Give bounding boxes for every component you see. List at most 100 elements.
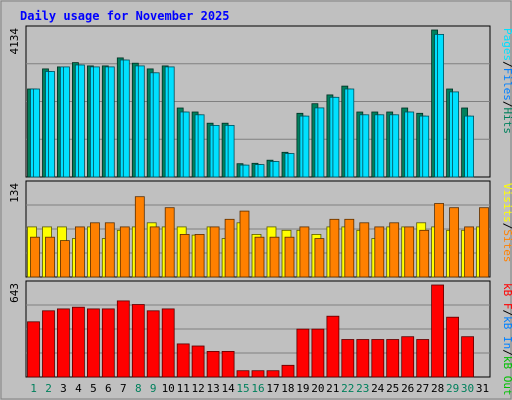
bar-sites bbox=[329, 218, 340, 278]
bar-pages bbox=[287, 153, 295, 178]
legend-item: Hits bbox=[501, 108, 512, 135]
bar-sites bbox=[209, 226, 220, 278]
x-tick-label: 4 bbox=[75, 382, 82, 395]
bar-kb-f bbox=[341, 339, 355, 378]
bar-pages bbox=[78, 64, 85, 178]
bar-kb-f bbox=[176, 343, 190, 378]
bar-sites bbox=[104, 222, 115, 278]
legend: Pages/Files/Hits bbox=[501, 28, 512, 134]
bar-sites bbox=[179, 233, 190, 278]
bar-kb-f bbox=[87, 308, 100, 378]
bar-pages bbox=[317, 107, 325, 178]
x-tick-label: 18 bbox=[281, 382, 294, 395]
bar-kb-f bbox=[146, 310, 160, 378]
bar-sites bbox=[299, 226, 310, 278]
y-max-label: 643 bbox=[8, 283, 21, 303]
bar-sites bbox=[449, 207, 460, 278]
x-tick-label: 17 bbox=[266, 382, 279, 395]
bar-pages bbox=[392, 114, 400, 178]
bar-kb-f bbox=[131, 304, 145, 378]
bar-sites bbox=[45, 236, 55, 278]
bar-pages bbox=[272, 161, 280, 178]
x-tick-label: 24 bbox=[371, 382, 385, 395]
bar-pages bbox=[422, 115, 430, 178]
x-tick-label: 1 bbox=[30, 382, 37, 395]
bar-pages bbox=[377, 114, 385, 178]
bar-kb-f bbox=[461, 336, 475, 378]
legend-item: kB F bbox=[501, 283, 512, 310]
bar-kb-f bbox=[356, 339, 370, 378]
x-tick-label: 26 bbox=[401, 382, 414, 395]
x-tick-label: 14 bbox=[221, 382, 235, 395]
bar-sites bbox=[194, 233, 205, 278]
bar-pages bbox=[93, 66, 100, 178]
x-tick-label: 5 bbox=[90, 382, 97, 395]
bar-pages bbox=[332, 96, 340, 178]
bar-sites bbox=[224, 218, 235, 278]
legend-item: Sites bbox=[501, 229, 512, 262]
x-tick-label: 11 bbox=[177, 382, 190, 395]
bar-sites bbox=[434, 203, 445, 278]
legend: Visits/Sites bbox=[501, 183, 512, 263]
bar-sites bbox=[419, 229, 430, 278]
x-tick-label: 29 bbox=[446, 382, 459, 395]
bar-sites bbox=[30, 236, 40, 278]
x-tick-label: 27 bbox=[416, 382, 429, 395]
bar-sites bbox=[90, 222, 100, 278]
bar-sites bbox=[374, 226, 385, 278]
bar-sites bbox=[404, 226, 415, 278]
bar-pages bbox=[48, 71, 55, 178]
bar-pages bbox=[167, 66, 175, 178]
bar-kb-f bbox=[266, 370, 280, 378]
legend-item: / bbox=[501, 101, 512, 108]
x-tick-label: 12 bbox=[191, 382, 204, 395]
bar-kb-f bbox=[42, 310, 55, 378]
bar-pages bbox=[63, 66, 70, 178]
bar-kb-f bbox=[416, 339, 430, 378]
bar-kb-f bbox=[281, 364, 295, 378]
bar-sites bbox=[75, 226, 85, 278]
x-tick-label: 9 bbox=[150, 382, 157, 395]
bar-kb-f bbox=[401, 336, 415, 378]
bar-pages bbox=[212, 125, 220, 178]
x-tick-label: 22 bbox=[341, 382, 354, 395]
bar-kb-f bbox=[431, 284, 445, 378]
x-tick-label: 21 bbox=[326, 382, 339, 395]
bar-kb-f bbox=[221, 350, 235, 378]
bar-kb-f bbox=[326, 315, 340, 378]
bar-sites bbox=[269, 236, 280, 278]
y-max-label: 134 bbox=[8, 183, 21, 203]
x-tick-label: 16 bbox=[251, 382, 264, 395]
bar-kb-f bbox=[101, 308, 115, 378]
bar-pages bbox=[107, 66, 115, 178]
bar-sites bbox=[254, 236, 265, 278]
bar-kb-f bbox=[371, 339, 385, 378]
x-tick-label: 6 bbox=[105, 382, 112, 395]
bar-kb-f bbox=[161, 308, 175, 378]
x-tick-label: 31 bbox=[476, 382, 489, 395]
bar-pages bbox=[227, 125, 235, 178]
bar-sites bbox=[314, 238, 325, 278]
x-tick-label: 7 bbox=[120, 382, 127, 395]
x-tick-label: 10 bbox=[162, 382, 175, 395]
bar-sites bbox=[60, 240, 70, 278]
bar-pages bbox=[302, 115, 310, 178]
bar-sites bbox=[149, 226, 160, 278]
bar-kb-f bbox=[191, 345, 205, 378]
bar-sites bbox=[134, 196, 145, 278]
bar-pages bbox=[137, 65, 145, 178]
x-tick-label: 20 bbox=[311, 382, 324, 395]
bar-kb-f bbox=[116, 300, 130, 378]
x-tick-label: 8 bbox=[135, 382, 142, 395]
bar-kb-f bbox=[206, 350, 220, 378]
bar-pages bbox=[33, 88, 40, 178]
bar-kb-f bbox=[296, 328, 310, 378]
bar-sites bbox=[389, 222, 400, 278]
bar-pages bbox=[197, 114, 205, 178]
x-axis-labels: 1 2 3 4 5 6 7 8 9 10 11 12 13 14 15 16 17 18 19 20 21 22 23 24 2… bbox=[30, 382, 489, 395]
legend-item: / bbox=[501, 310, 512, 317]
bar-pages bbox=[257, 164, 265, 178]
